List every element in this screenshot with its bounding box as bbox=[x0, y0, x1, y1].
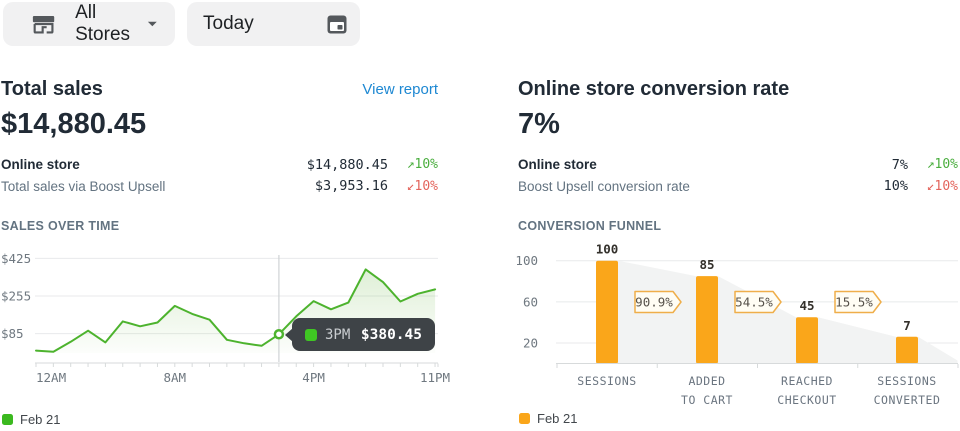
y-axis-label: 100 bbox=[515, 253, 538, 268]
funnel-bar bbox=[796, 317, 818, 364]
legend-swatch-orange bbox=[519, 413, 530, 424]
bar-value-label: 100 bbox=[596, 244, 619, 257]
conversion-breakdown: Online store 7% ↗10% Boost Upsell conver… bbox=[518, 154, 958, 197]
category-label: CONVERTED bbox=[874, 393, 941, 407]
conversion-rate-title: Online store conversion rate bbox=[518, 78, 790, 100]
metric-value: $14,880.45 bbox=[306, 156, 388, 173]
store-selector-button[interactable]: All Stores bbox=[3, 2, 175, 46]
metric-change: ↗10% bbox=[406, 157, 438, 173]
metric-change: ↙10% bbox=[926, 178, 958, 194]
x-axis-label: 12AM bbox=[36, 370, 66, 385]
category-label: REACHED bbox=[781, 374, 833, 388]
chart-tooltip: 3PM $380.45 bbox=[285, 318, 435, 351]
conversion-funnel-label: CONVERSION FUNNEL bbox=[518, 219, 662, 233]
total-sales-title: Total sales bbox=[1, 78, 103, 100]
bar-value-label: 85 bbox=[699, 257, 714, 272]
total-sales-breakdown: Online store $14,880.45 ↗10% Total sales… bbox=[1, 154, 438, 197]
drop-rate-badge bbox=[634, 290, 682, 314]
y-axis-label: $255 bbox=[1, 288, 31, 303]
x-axis-label: 4PM bbox=[302, 370, 325, 385]
bar-value-label: 7 bbox=[903, 318, 911, 333]
calendar-icon bbox=[327, 15, 347, 34]
legend-label: Feb 21 bbox=[537, 411, 578, 426]
x-axis-label: 8AM bbox=[164, 370, 187, 385]
metric-value: 7% bbox=[891, 156, 908, 173]
x-axis-label: 11PM bbox=[420, 370, 450, 385]
date-selector-label: Today bbox=[203, 13, 254, 34]
y-axis-label: 60 bbox=[523, 294, 538, 309]
store-selector-label: All Stores bbox=[75, 2, 131, 45]
drop-rate-label: 15.5% bbox=[835, 295, 873, 310]
metric-label: Boost Upsell conversion rate bbox=[518, 178, 690, 194]
legend-swatch-green bbox=[2, 414, 13, 425]
metric-label: Total sales via Boost Upsell bbox=[1, 178, 166, 194]
tooltip-amount: $380.45 bbox=[360, 326, 422, 343]
metric-change: ↙10% bbox=[406, 178, 438, 194]
sales-line bbox=[35, 268, 437, 353]
tooltip-time: 3PM bbox=[325, 326, 351, 343]
metric-row: Total sales via Boost Upsell $3,953.16 ↙… bbox=[1, 176, 438, 198]
metric-value: $3,953.16 bbox=[314, 178, 388, 195]
drop-rate-badge bbox=[834, 290, 882, 314]
category-label: CHECKOUT bbox=[777, 393, 836, 407]
category-label: ADDED bbox=[688, 374, 725, 388]
funnel-chart-legend: Feb 21 bbox=[519, 411, 577, 426]
funnel-bar bbox=[896, 336, 918, 364]
bar-value-label: 45 bbox=[799, 298, 814, 313]
date-selector-button[interactable]: Today bbox=[187, 2, 360, 46]
store-icon bbox=[32, 15, 55, 34]
metric-label: Online store bbox=[518, 157, 597, 173]
sales-chart-legend: Feb 21 bbox=[2, 412, 60, 427]
category-label: SESSIONS bbox=[877, 374, 936, 388]
funnel-bar bbox=[596, 260, 618, 364]
sales-over-time-label: SALES OVER TIME bbox=[1, 219, 120, 233]
category-label: TO CART bbox=[681, 393, 733, 407]
drop-rate-badge bbox=[734, 290, 782, 314]
tooltip-series-swatch bbox=[305, 328, 317, 341]
y-axis-label: $425 bbox=[1, 251, 31, 266]
view-report-link[interactable]: View report bbox=[362, 81, 438, 98]
metric-row: Boost Upsell conversion rate 10% ↙10% bbox=[518, 176, 958, 198]
metric-row: Online store $14,880.45 ↗10% bbox=[1, 154, 438, 176]
legend-label: Feb 21 bbox=[20, 412, 61, 427]
highlight-marker bbox=[273, 329, 285, 340]
drop-rate-label: 54.5% bbox=[735, 295, 773, 310]
drop-rate-label: 90.9% bbox=[635, 295, 673, 310]
conversion-rate-value: 7% bbox=[518, 108, 560, 140]
total-sales-value: $14,880.45 bbox=[1, 108, 147, 140]
conversion-funnel-chart[interactable]: 20 60 100 100 85 45 7 90.9% 54.5% 15.5% SESSIONS AD… bbox=[500, 244, 960, 410]
chevron-down-icon bbox=[148, 21, 158, 27]
y-axis-label: $85 bbox=[1, 326, 24, 341]
y-axis-label: 20 bbox=[523, 335, 538, 350]
metric-row: Online store 7% ↗10% bbox=[518, 154, 958, 176]
metric-value: 10% bbox=[883, 178, 908, 195]
funnel-bar bbox=[696, 276, 718, 364]
category-label: SESSIONS bbox=[577, 374, 636, 388]
metric-change: ↗10% bbox=[926, 157, 958, 173]
metric-label: Online store bbox=[1, 157, 80, 173]
